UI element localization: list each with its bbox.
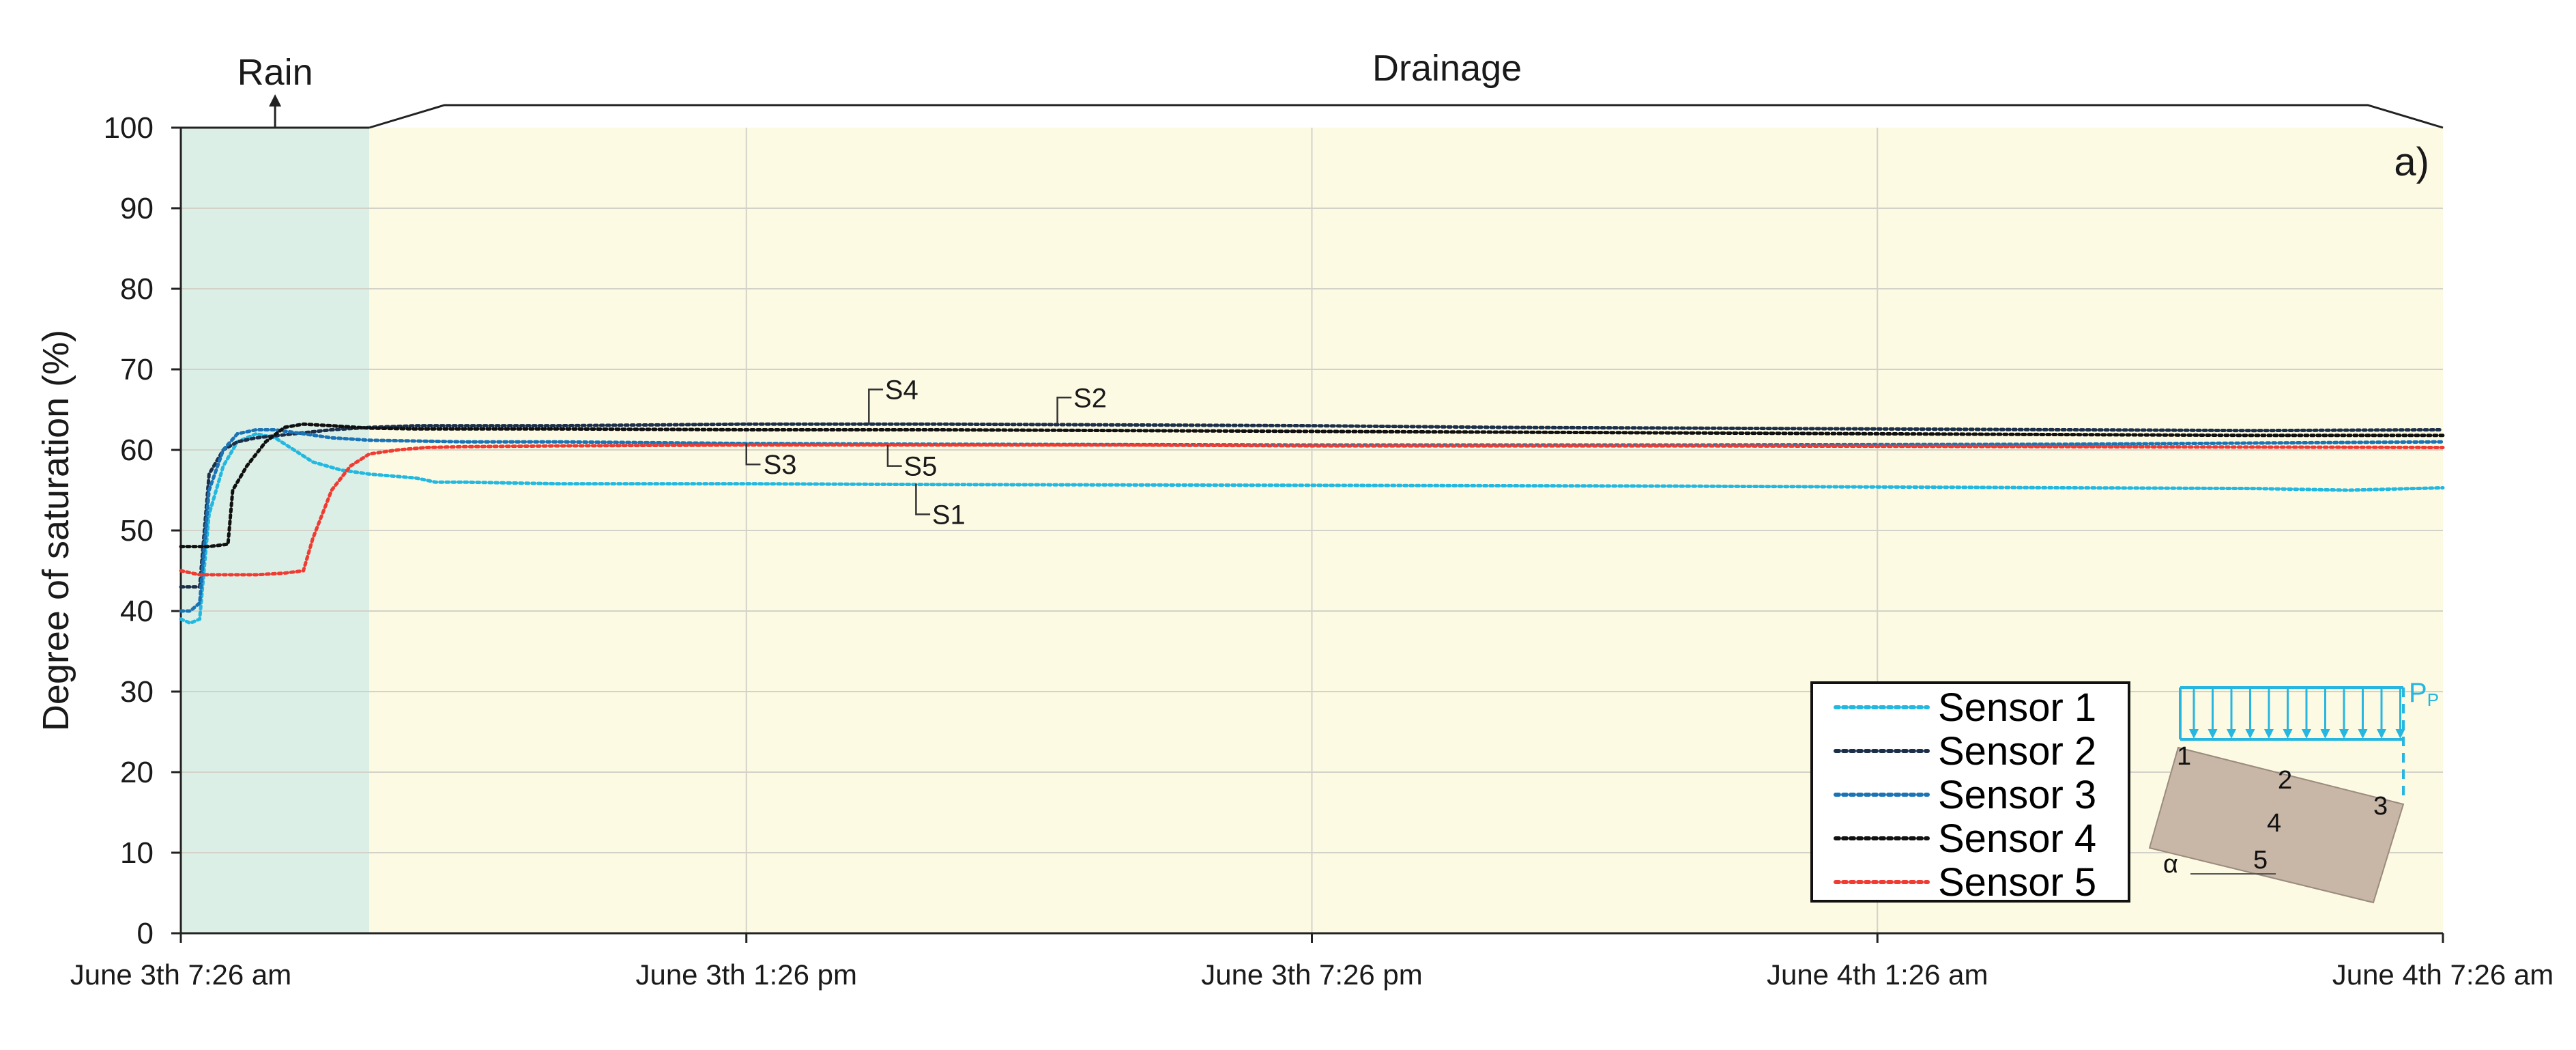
load-arrow-head	[2227, 729, 2236, 739]
soil-slab	[2148, 746, 2405, 904]
load-arrow-head	[2245, 729, 2255, 739]
slope-schematic: PP 1 2 3 4 5 α	[2148, 678, 2439, 904]
legend-label-sensor-4: Sensor 4	[1938, 817, 2096, 861]
x-tick-label: June 3th 7:26 pm	[1201, 959, 1423, 991]
callout-s1: S1	[932, 500, 966, 530]
x-tick-label: June 3th 7:26 am	[70, 959, 292, 991]
y-tick-label: 40	[120, 595, 154, 628]
legend-label-sensor-1: Sensor 1	[1938, 685, 2096, 730]
y-tick-label: 70	[120, 353, 154, 386]
panel-label: a)	[2394, 140, 2429, 184]
sensor-position-2: 2	[2278, 766, 2292, 795]
y-ticks: 0 10 20 30 40 50 60 70 80 90 100	[104, 111, 181, 950]
y-axis-title: Degree of saturation (%)	[35, 330, 76, 731]
x-tick-label: June 4th 7:26 am	[2332, 959, 2554, 991]
y-tick-label: 50	[120, 514, 154, 548]
load-label: PP	[2409, 678, 2439, 710]
callout-leader-s4	[868, 388, 884, 425]
load-arrow-head	[2189, 729, 2199, 739]
load-arrow-head	[2358, 729, 2368, 739]
callout-s5: S5	[903, 452, 937, 482]
callout-s3: S3	[764, 450, 797, 480]
callout-leader-s3	[745, 443, 761, 466]
callout-leader-s1	[915, 483, 931, 515]
sensor-position-4: 4	[2267, 809, 2281, 838]
sensor-position-5: 5	[2253, 846, 2268, 875]
callout-leader-s5	[886, 444, 902, 467]
y-tick-label: 100	[104, 111, 154, 145]
x-ticks: June 3th 7:26 am June 3th 1:26 pm June 3th…	[70, 933, 2554, 991]
callout-s4: S4	[885, 375, 918, 406]
series-line-sensor-5	[179, 443, 2445, 577]
callout-leader-s2	[1056, 397, 1072, 425]
load-arrow-head	[2377, 729, 2386, 739]
drainage-bracket	[368, 104, 2444, 129]
legend-label-sensor-3: Sensor 3	[1938, 773, 2096, 817]
grid-lines	[181, 128, 2443, 933]
y-tick-label: 0	[137, 917, 154, 950]
load-arrow-head	[2264, 729, 2274, 739]
load-arrow-head	[2283, 729, 2293, 739]
series-line-sensor-1	[179, 431, 2445, 625]
y-tick-label: 30	[120, 675, 154, 709]
y-tick-label: 10	[120, 836, 154, 870]
sensor-position-3: 3	[2373, 792, 2388, 821]
series-line-sensor-4	[179, 422, 2445, 549]
legend-box	[1810, 681, 2130, 903]
load-arrow-head	[2395, 729, 2405, 739]
drainage-phase-label: Drainage	[1372, 48, 1522, 89]
load-arrow-head	[2208, 729, 2218, 739]
load-arrows-icon	[2179, 686, 2405, 795]
series-callouts: S4 S2 S3 S5 S1	[745, 375, 1107, 530]
legend-label-sensor-2: Sensor 2	[1938, 729, 2096, 774]
y-tick-label: 90	[120, 192, 154, 225]
y-tick-label: 20	[120, 756, 154, 789]
y-tick-label: 80	[120, 272, 154, 306]
load-arrow-head	[2302, 729, 2311, 739]
load-arrow-head	[2339, 729, 2349, 739]
x-tick-label: June 4th 1:26 am	[1767, 959, 1988, 991]
series-line-sensor-2	[179, 422, 2445, 589]
rain-arrow-head-icon	[269, 94, 282, 107]
load-arrow-head	[2320, 729, 2330, 739]
phase-header: Rain Drainage	[181, 48, 2444, 129]
rain-phase-label: Rain	[237, 52, 313, 93]
legend-label-sensor-5: Sensor 5	[1938, 860, 2096, 905]
callout-s2: S2	[1073, 383, 1107, 413]
slope-angle-label: α	[2163, 850, 2178, 879]
series-layer	[179, 422, 2445, 625]
sensor-position-1: 1	[2177, 742, 2191, 771]
y-tick-label: 60	[120, 434, 154, 467]
x-tick-label: June 3th 1:26 pm	[635, 959, 857, 991]
